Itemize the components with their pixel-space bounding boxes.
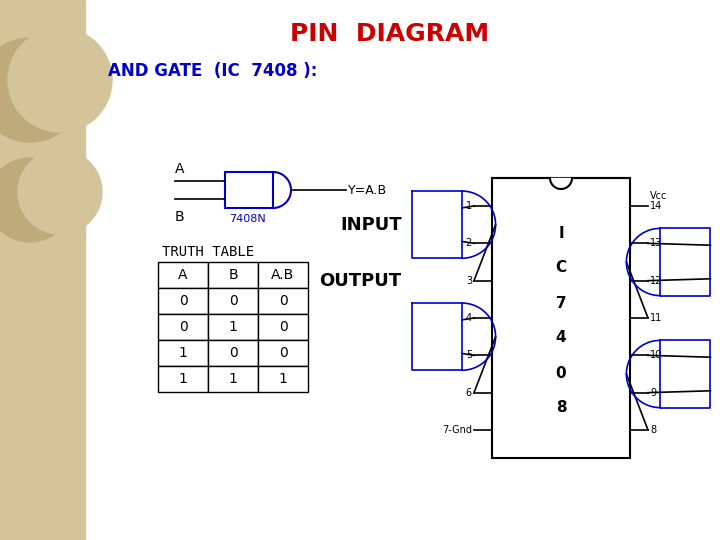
Text: 12: 12 bbox=[650, 275, 662, 286]
Bar bbox=[0, 0, 85, 540]
Text: OUTPUT: OUTPUT bbox=[320, 272, 402, 289]
Bar bbox=[258, 366, 308, 392]
Text: I: I bbox=[558, 226, 564, 240]
Text: 14: 14 bbox=[650, 201, 662, 211]
Text: 0: 0 bbox=[279, 346, 287, 360]
Bar bbox=[158, 314, 208, 340]
Text: 0: 0 bbox=[179, 294, 187, 308]
Text: 2: 2 bbox=[466, 238, 472, 248]
Text: 7: 7 bbox=[556, 295, 567, 310]
Bar bbox=[158, 288, 208, 314]
Circle shape bbox=[0, 158, 72, 242]
Text: Y=A.B: Y=A.B bbox=[348, 184, 387, 197]
Bar bbox=[258, 262, 308, 288]
Text: A: A bbox=[179, 268, 188, 282]
Text: 0: 0 bbox=[556, 366, 567, 381]
Text: 1: 1 bbox=[228, 372, 238, 386]
Text: 6: 6 bbox=[466, 388, 472, 397]
Bar bbox=[208, 262, 258, 288]
Text: PIN  DIAGRAM: PIN DIAGRAM bbox=[290, 22, 490, 46]
Text: 3: 3 bbox=[466, 275, 472, 286]
Text: 0: 0 bbox=[279, 320, 287, 334]
Bar bbox=[208, 288, 258, 314]
Text: 0: 0 bbox=[279, 294, 287, 308]
Text: 1: 1 bbox=[279, 372, 287, 386]
Text: 8: 8 bbox=[650, 425, 656, 435]
Text: Vcc: Vcc bbox=[650, 191, 667, 201]
Text: 0: 0 bbox=[229, 294, 238, 308]
Text: 13: 13 bbox=[650, 238, 662, 248]
Text: 9: 9 bbox=[650, 388, 656, 397]
Text: A.B: A.B bbox=[271, 268, 294, 282]
Text: 1: 1 bbox=[466, 201, 472, 211]
Text: 4: 4 bbox=[556, 330, 567, 346]
Bar bbox=[258, 288, 308, 314]
Text: 7408N: 7408N bbox=[229, 214, 266, 224]
Text: 5: 5 bbox=[466, 350, 472, 360]
Text: AND GATE  (IC  7408 ):: AND GATE (IC 7408 ): bbox=[108, 62, 318, 80]
Text: 11: 11 bbox=[650, 313, 662, 323]
Circle shape bbox=[18, 150, 102, 234]
Text: B: B bbox=[228, 268, 238, 282]
Bar bbox=[208, 366, 258, 392]
Text: 10: 10 bbox=[650, 350, 662, 360]
Circle shape bbox=[8, 28, 112, 132]
Bar bbox=[492, 178, 630, 458]
Bar bbox=[158, 366, 208, 392]
Text: 0: 0 bbox=[179, 320, 187, 334]
Bar bbox=[208, 340, 258, 366]
Bar bbox=[158, 340, 208, 366]
Text: 1: 1 bbox=[228, 320, 238, 334]
Text: 1: 1 bbox=[179, 372, 187, 386]
Text: 4: 4 bbox=[466, 313, 472, 323]
Bar bbox=[208, 314, 258, 340]
Text: 0: 0 bbox=[229, 346, 238, 360]
Bar bbox=[258, 314, 308, 340]
Text: A: A bbox=[175, 162, 184, 176]
Text: TRUTH TABLE: TRUTH TABLE bbox=[162, 245, 254, 259]
Bar bbox=[258, 340, 308, 366]
Text: 1: 1 bbox=[179, 346, 187, 360]
Text: C: C bbox=[555, 260, 567, 275]
Bar bbox=[225, 172, 273, 208]
Bar bbox=[158, 262, 208, 288]
Text: B: B bbox=[175, 210, 184, 224]
Text: 7-Gnd: 7-Gnd bbox=[442, 425, 472, 435]
Text: 8: 8 bbox=[556, 401, 567, 415]
Text: INPUT: INPUT bbox=[340, 215, 402, 234]
Circle shape bbox=[0, 38, 82, 142]
